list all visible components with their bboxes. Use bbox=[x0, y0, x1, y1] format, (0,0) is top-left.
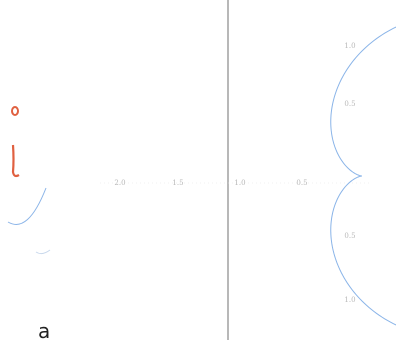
blue-stroke bbox=[35, 249, 51, 255]
axis-label: 0.5 bbox=[344, 232, 355, 240]
caption: a bbox=[38, 319, 50, 340]
axis-label: 1.0 bbox=[344, 296, 355, 304]
axis-label: 1.0 bbox=[344, 42, 355, 50]
axis-label: 2.0 bbox=[114, 179, 125, 187]
axis-label: 1.0 bbox=[234, 179, 245, 187]
red-mark bbox=[11, 144, 20, 178]
axis-label: 1.5 bbox=[172, 179, 183, 187]
axis-label: 0.5 bbox=[344, 100, 355, 108]
axis-label: 0.5 bbox=[296, 179, 307, 187]
handwriting bbox=[7, 106, 51, 255]
blue-stroke bbox=[7, 187, 47, 225]
cardioid-curve bbox=[330, 26, 396, 326]
red-mark bbox=[11, 106, 19, 116]
